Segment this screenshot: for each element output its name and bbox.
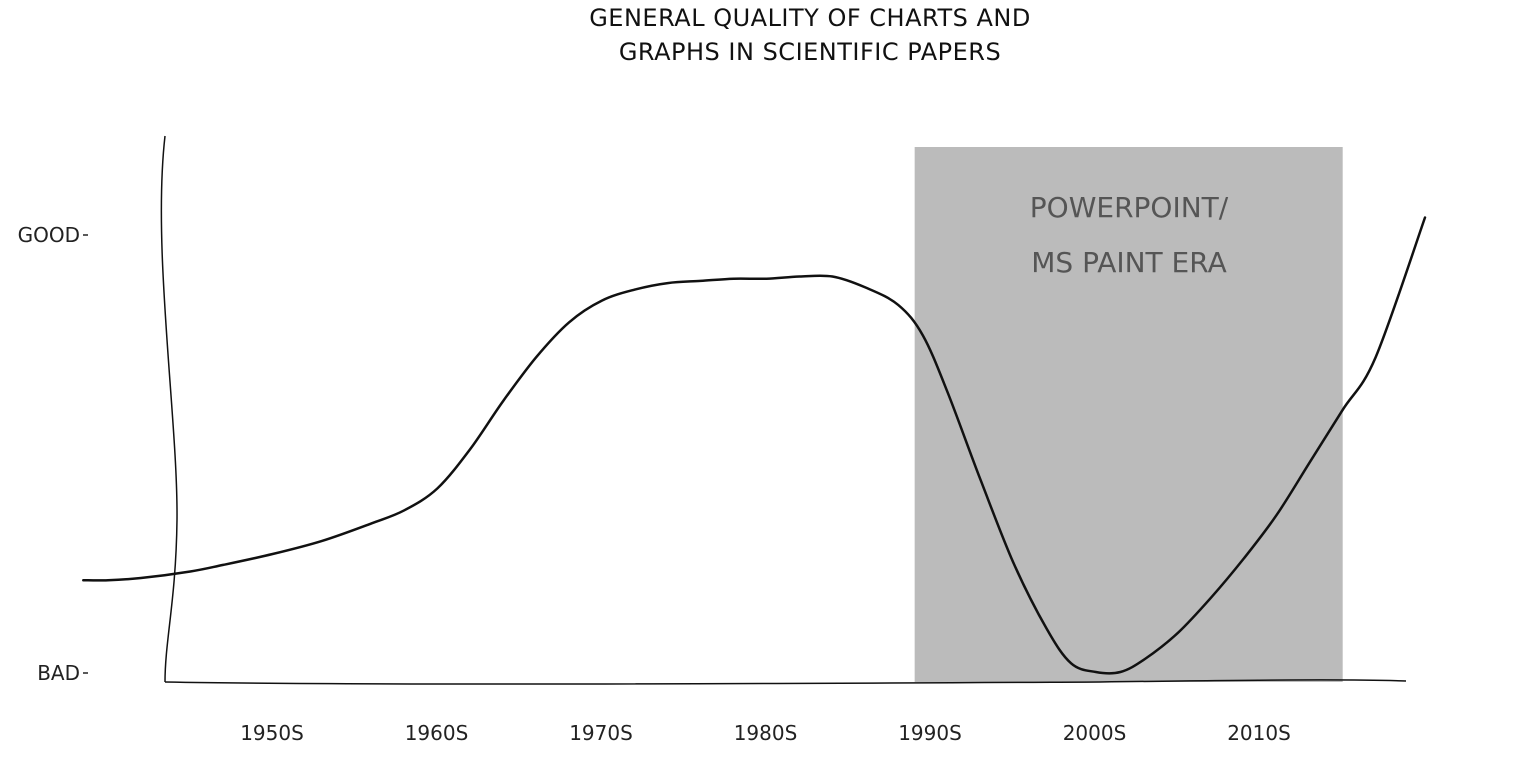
y-tick-label: GOOD: [18, 223, 80, 247]
era-label-line-2: MS PAINT ERA: [1031, 246, 1226, 279]
x-tick-label: 2000S: [1063, 721, 1127, 745]
x-tick-label: 1980S: [734, 721, 798, 745]
chart-title-line-1: GENERAL QUALITY OF CHARTS AND: [589, 4, 1031, 32]
x-tick-label: 1970S: [569, 721, 633, 745]
series-line: [82, 216, 1427, 675]
axis-ticks: 1950S 1960S 1970S 1980S 1990S 2000S 2010S BAD GO…: [18, 223, 1291, 745]
x-tick-label: 1950S: [240, 721, 304, 745]
y-tick-label: BAD: [37, 661, 80, 685]
x-axis-line: [164, 679, 1407, 685]
y-axis-line: [160, 135, 178, 683]
x-tick-label: 1960S: [405, 721, 469, 745]
era-shaded-region: [914, 147, 1343, 682]
x-tick-label: 1990S: [898, 721, 962, 745]
x-tick-label: 2010S: [1227, 721, 1291, 745]
chart-title-line-2: GRAPHS IN SCIENTIFIC PAPERS: [619, 38, 1001, 66]
era-label-line-1: POWERPOINT/: [1030, 191, 1229, 224]
